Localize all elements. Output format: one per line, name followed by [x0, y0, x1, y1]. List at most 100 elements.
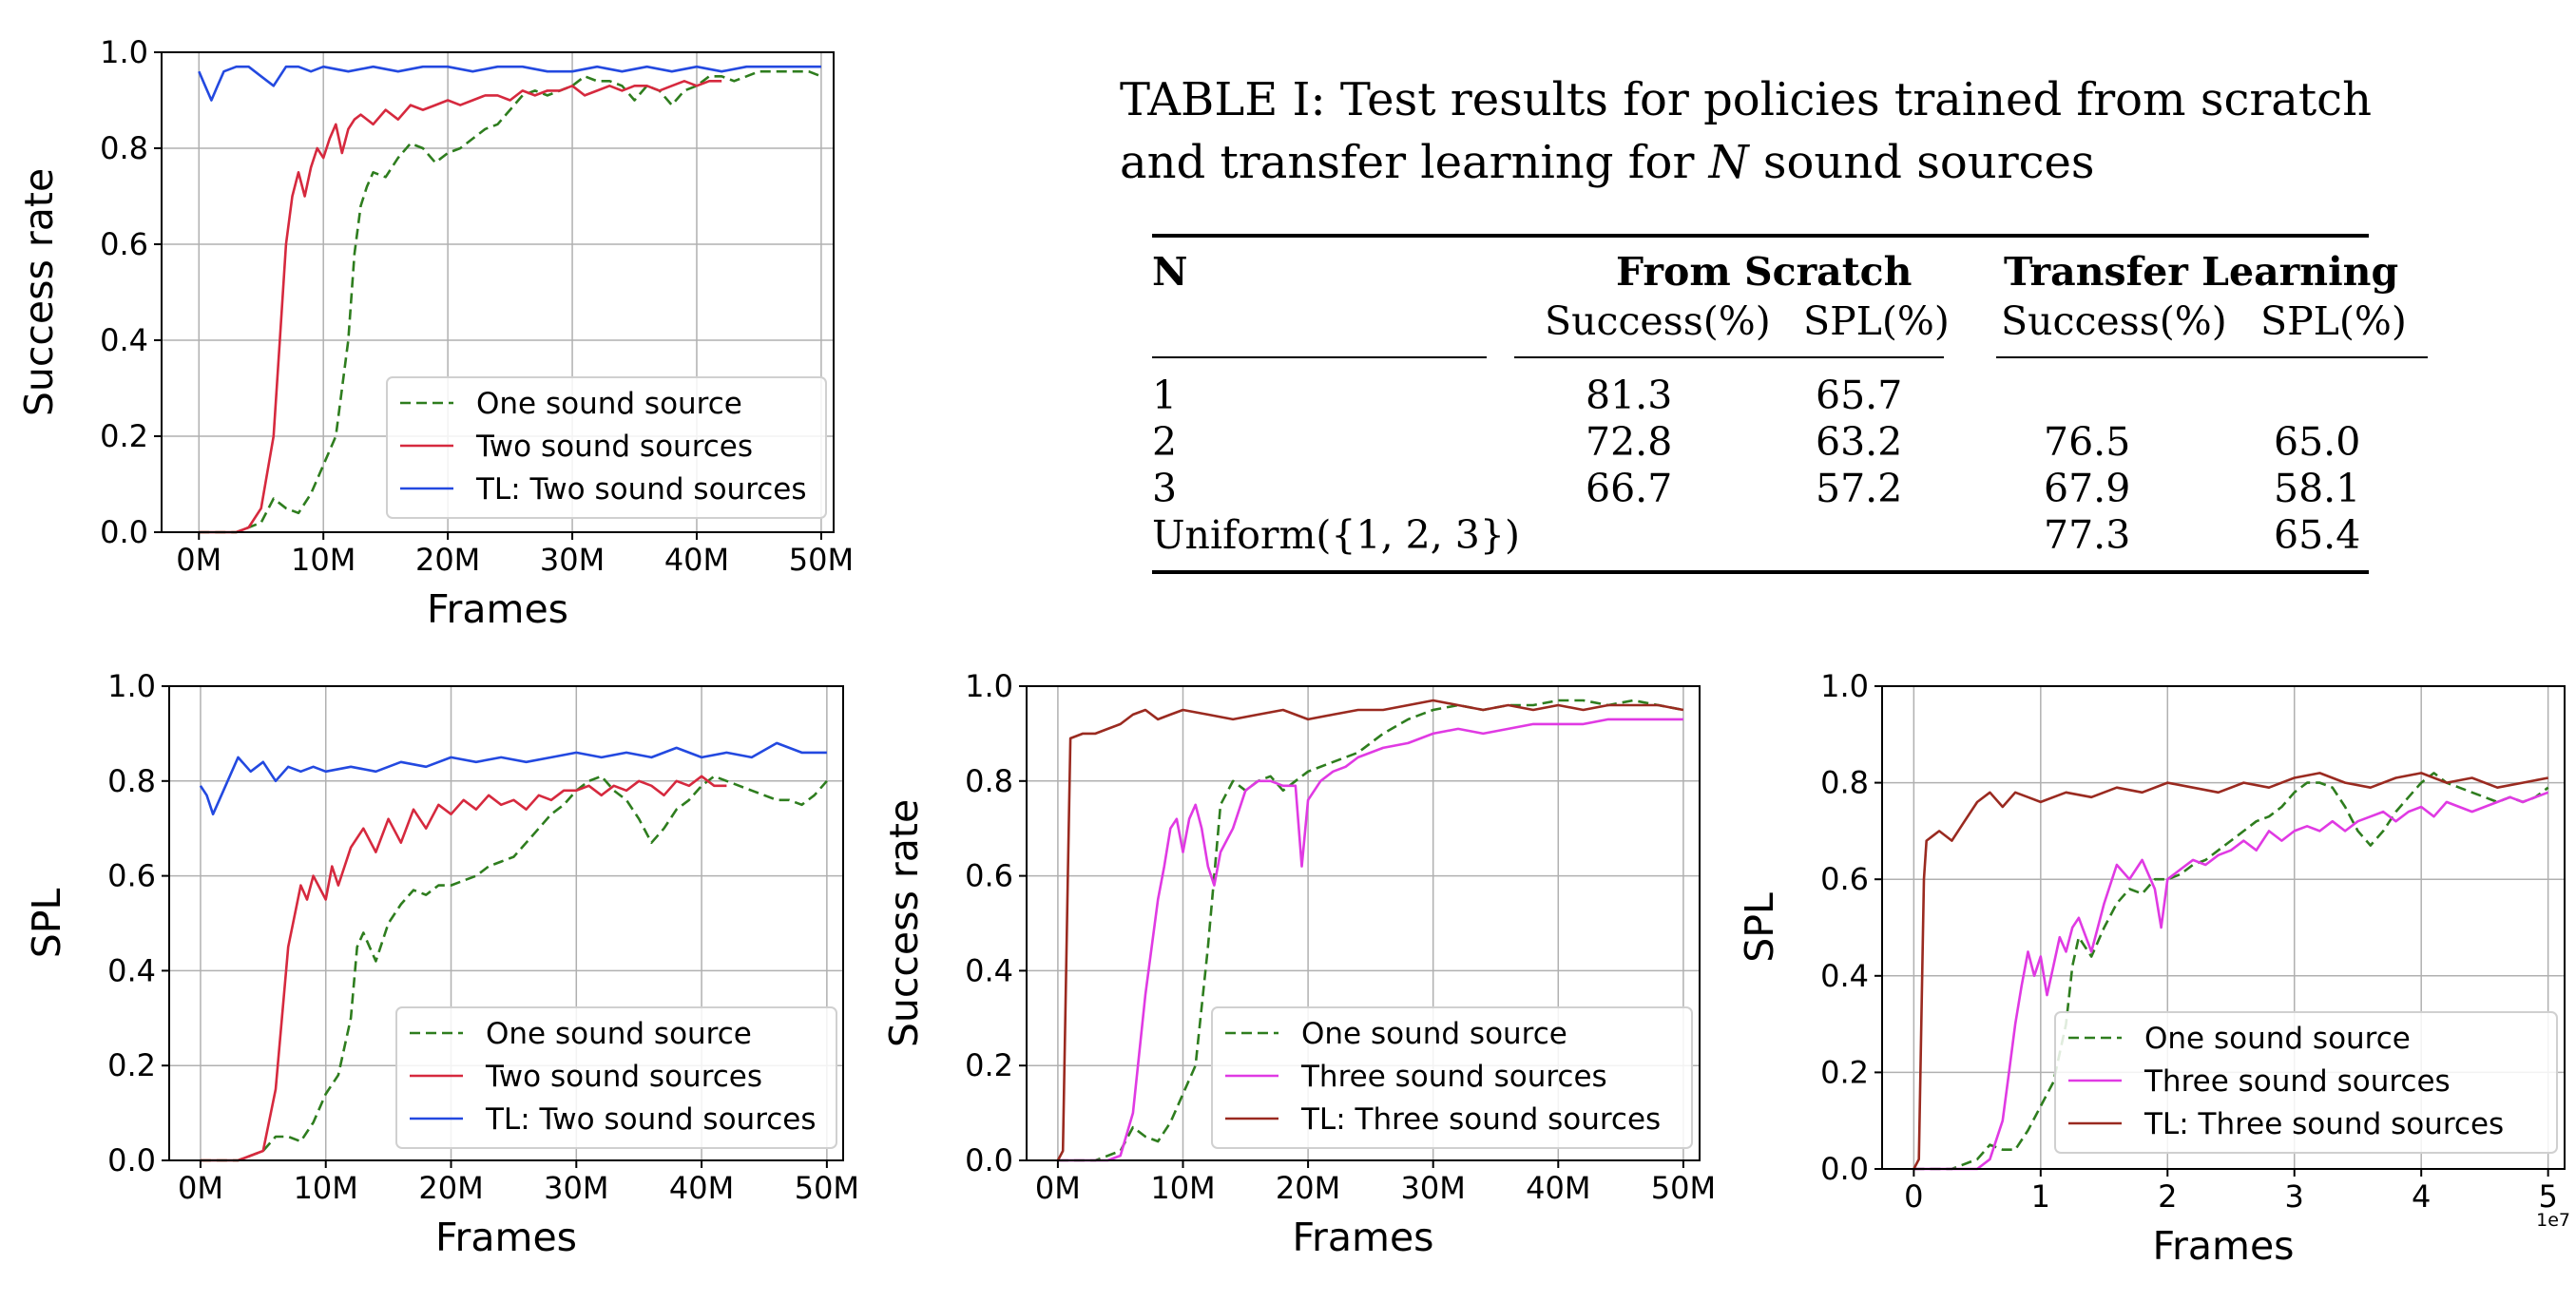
caption-variable: N	[1708, 136, 1749, 189]
caption-text: TABLE I: Test results for policies train…	[1120, 73, 2372, 189]
y-tick-label-5: 1.0	[100, 34, 148, 70]
series-line-0	[199, 69, 822, 534]
series-line-2	[1056, 699, 1684, 1161]
y-tick-label-4: 0.8	[100, 130, 148, 166]
legend-label-1: Three sound sources	[2143, 1064, 2451, 1099]
subheader-tl-success: Success(%)	[2001, 298, 2227, 344]
y-tick-label-4: 0.8	[1820, 765, 1869, 801]
header-n: N	[1152, 249, 1188, 295]
legend-label-1: Three sound sources	[1300, 1060, 1607, 1094]
row-2-n: 2	[1152, 419, 1178, 465]
axes-frame	[1026, 685, 1701, 1161]
y-tick-label-1: 0.2	[100, 418, 148, 454]
y-axis-label: Success rate	[881, 799, 927, 1047]
y-tick-label-2: 0.4	[965, 952, 1013, 988]
y-tick-label-4: 0.8	[965, 763, 1013, 799]
subheader-fs-success: Success(%)	[1545, 298, 1771, 344]
row-1-fs-spl: 65.7	[1816, 373, 1903, 418]
x-tick-label-5: 50M	[795, 1170, 859, 1206]
row-2-fs-spl: 63.2	[1816, 419, 1903, 465]
y-tick-label-3: 0.6	[100, 226, 148, 262]
x-tick-label-4: 40M	[1526, 1170, 1590, 1206]
y-tick-label-5: 1.0	[1820, 668, 1869, 704]
mid-rule-tl	[1996, 356, 2428, 358]
row-4-tl-success: 77.3	[2044, 512, 2131, 558]
mid-rule-n	[1152, 356, 1487, 358]
series-line-0	[1057, 699, 1684, 1162]
y-axis-label: Success rate	[16, 168, 62, 416]
legend-label-0: One sound source	[486, 1017, 752, 1051]
y-tick-label-1: 0.2	[107, 1047, 156, 1083]
y-tick-label-3: 0.6	[1820, 861, 1869, 897]
table-caption: TABLE I: Test results for policies train…	[1120, 68, 2413, 194]
y-tick-label-2: 0.4	[100, 322, 148, 358]
legend-label-0: One sound source	[2144, 1022, 2411, 1056]
top-rule	[1152, 234, 2369, 238]
row-2-tl-success: 76.5	[2044, 419, 2131, 465]
y-axis-label: SPL	[24, 889, 69, 959]
y-tick-label-0: 0.0	[1820, 1151, 1869, 1187]
x-tick-label-3: 3	[2285, 1178, 2304, 1215]
y-tick-label-5: 1.0	[965, 668, 1013, 704]
subheader-fs-spl: SPL(%)	[1803, 298, 1950, 344]
x-tick-label-1: 10M	[1150, 1170, 1215, 1206]
y-tick-label-2: 0.4	[107, 952, 156, 988]
y-tick-label-0: 0.0	[100, 514, 148, 550]
series-line-1	[1057, 718, 1683, 1162]
x-tick-label-3: 30M	[1401, 1170, 1466, 1206]
x-tick-label-5: 5	[2538, 1178, 2557, 1215]
y-tick-label-1: 0.2	[1820, 1054, 1869, 1090]
x-tick-label-1: 1	[2031, 1178, 2050, 1215]
y-tick-label-0: 0.0	[107, 1142, 156, 1178]
x-axis-label: Frames	[435, 1215, 577, 1260]
legend: One sound source Two sound sources TL: Two…	[386, 376, 827, 519]
y-tick-label-0: 0.0	[965, 1142, 1013, 1178]
y-tick-label-1: 0.2	[965, 1047, 1013, 1083]
legend-box	[1211, 1006, 1693, 1149]
series-line-1	[200, 775, 727, 1162]
series-line-2	[198, 65, 821, 102]
legend-label-1: Two sound sources	[475, 430, 753, 464]
row-3-fs-success: 66.7	[1586, 466, 1673, 511]
y-tick-label-3: 0.6	[107, 858, 156, 894]
x-tick-label-3: 30M	[544, 1170, 608, 1206]
legend-label-2: TL: Three sound sources	[1300, 1102, 1661, 1137]
x-axis-label: Frames	[1292, 1215, 1433, 1260]
legend-label-2: TL: Two sound sources	[485, 1102, 817, 1137]
x-tick-label-0: 0M	[178, 1170, 223, 1206]
legend: One sound source Two sound sources TL: Two…	[395, 1006, 837, 1149]
axes-frame	[161, 51, 835, 533]
x-axis-label: Frames	[2152, 1223, 2294, 1269]
series-line-0	[200, 775, 828, 1162]
header-from-scratch: From Scratch	[1616, 249, 1913, 295]
x-tick-label-2: 2	[2158, 1178, 2177, 1215]
legend-box	[395, 1006, 837, 1149]
series-line-1	[199, 80, 722, 534]
y-axis-label: SPL	[1737, 892, 1782, 963]
x-tick-label-2: 20M	[418, 1170, 483, 1206]
header-transfer-learning: Transfer Learning	[2004, 249, 2399, 295]
x-tick-label-0: 0	[1904, 1178, 1923, 1215]
chart-spl-two-sources: 0M 10M 20M 30M 40M 50M 0.0 0.2 0.4 0.6 0.8 1.0 Frame…	[24, 668, 859, 1260]
y-tick-label-5: 1.0	[107, 668, 156, 704]
legend-label-0: One sound source	[1301, 1017, 1567, 1051]
x-tick-label-5: 50M	[1651, 1170, 1716, 1206]
legend-label-2: TL: Two sound sources	[475, 472, 807, 507]
legend-box	[2054, 1011, 2558, 1154]
x-tick-label-1: 10M	[291, 542, 356, 578]
chart-success-two-sources: 0M 10M 20M 30M 40M 50M 0.0 0.2 0.4 0.6 0.8 1.0 Frame…	[16, 34, 854, 632]
series-line-2	[1913, 772, 2548, 1170]
series-line-2	[199, 741, 827, 815]
x-tick-label-4: 40M	[669, 1170, 734, 1206]
x-tick-label-2: 20M	[1276, 1170, 1340, 1206]
chart-spl-three-sources: 0 1 2 3 4 5 0.0 0.2 0.4 0.6 0.8 1.0 1e7 Frames SPL One …	[1737, 668, 2570, 1269]
y-tick-label-4: 0.8	[107, 763, 156, 799]
subheader-tl-spl: SPL(%)	[2260, 298, 2407, 344]
legend-label-1: Two sound sources	[485, 1060, 762, 1094]
x-tick-label-3: 30M	[540, 542, 605, 578]
x-tick-label-4: 4	[2412, 1178, 2431, 1215]
row-1-fs-success: 81.3	[1586, 373, 1673, 418]
axes-frame	[1881, 685, 2566, 1170]
chart-success-three-sources: 0M 10M 20M 30M 40M 50M 0.0 0.2 0.4 0.6 0.8 1.0 Frame…	[881, 668, 1716, 1260]
x-tick-label-2: 20M	[415, 542, 480, 578]
